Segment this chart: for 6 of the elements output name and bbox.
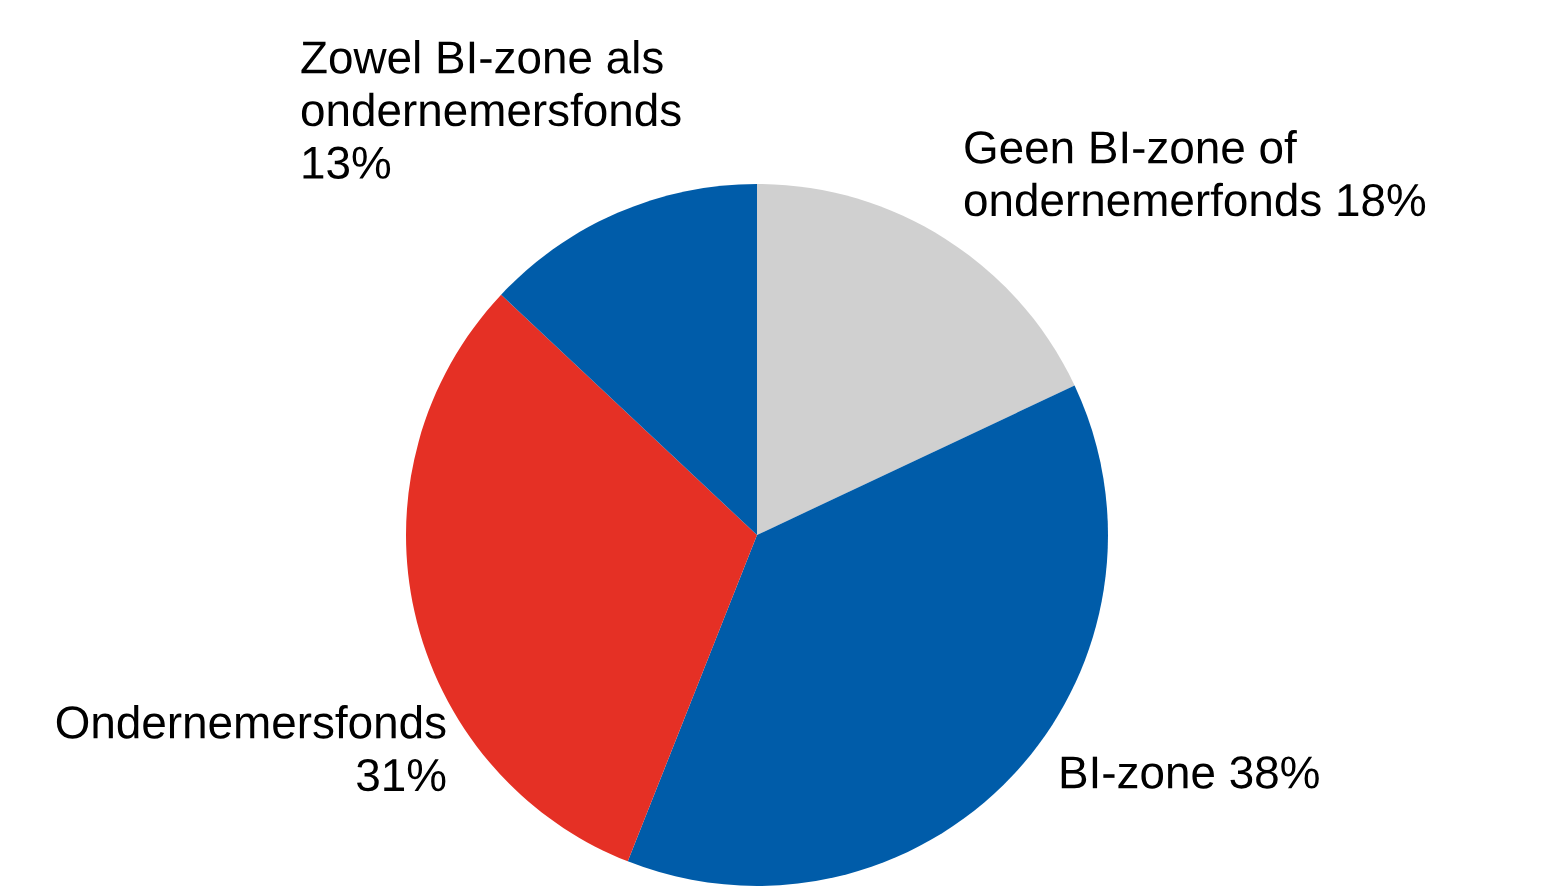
data-label: 31%	[357, 758, 446, 792]
slice-label: Geen BI-zone of ondernemerfonds 18%	[964, 130, 1426, 217]
data-label: 13%	[303, 146, 391, 180]
slice-label: BI-zone 38%	[1061, 756, 1319, 789]
slice-label: Ondernemersfonds	[56, 705, 446, 739]
slice-label: Zowel BI-zone als ondernemersfonds	[301, 40, 681, 127]
